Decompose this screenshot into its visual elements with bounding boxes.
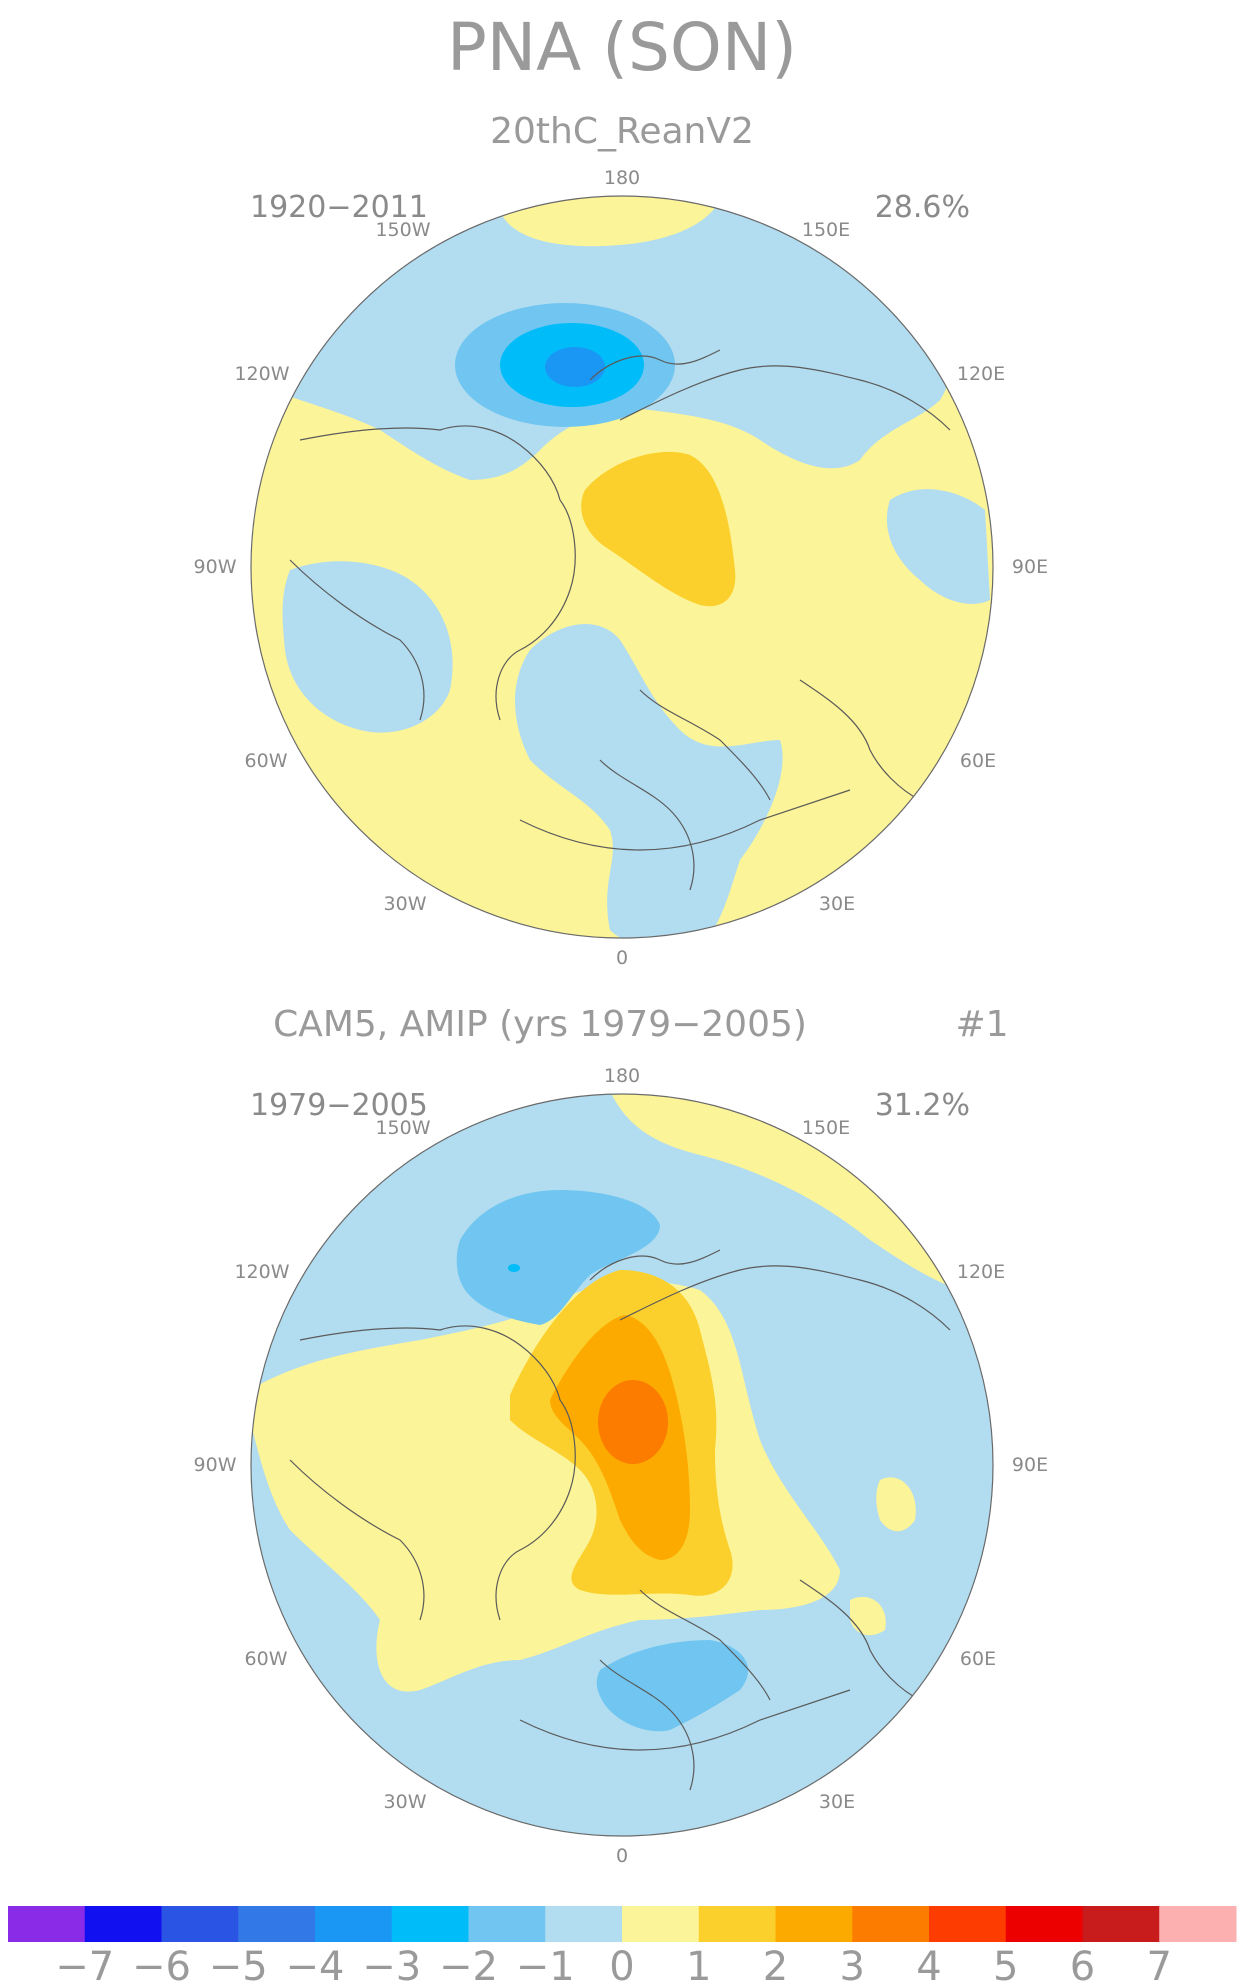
colorbar: −7 −6 −5 −4 −3 −2 −1 0 1 2 3 4 5 6 7: [8, 1906, 1237, 1988]
contour-neg3-pacific: [545, 347, 605, 387]
contour-neg0-america: [282, 561, 453, 733]
colorbar-tick-label: 2: [763, 1944, 788, 1988]
coastlines: [289, 349, 951, 891]
map-field: [251, 196, 993, 938]
panel-subtitle: CAM5, AMIP (yrs 1979−2005): [273, 1004, 807, 1045]
lon-label-90w: 90W: [194, 556, 237, 578]
colorbar-tick-label: −1: [516, 1944, 575, 1988]
coastlines: [289, 1249, 951, 1791]
lon-label-30w: 30W: [384, 893, 427, 915]
colorbar-tick-label: −3: [362, 1944, 421, 1988]
colorbar-swatch: [545, 1906, 623, 1942]
contour-pos0-asia-a: [876, 1477, 916, 1532]
lon-label-120w: 120W: [234, 1261, 289, 1283]
colorbar-swatch: [698, 1906, 776, 1942]
run-id: #1: [955, 1004, 1008, 1045]
colorbar-tick-label: −7: [55, 1944, 114, 1988]
lon-label-60e: 60E: [960, 1648, 996, 1670]
lon-label-150w: 150W: [375, 219, 430, 241]
figure-title: PNA (SON): [447, 9, 797, 86]
colorbar-swatch: [1082, 1906, 1160, 1942]
panel-model: CAM5, AMIP (yrs 1979−2005) #1 1979−2005 …: [194, 1004, 1049, 1867]
contour-neg2-pacific-point: [508, 1264, 520, 1272]
contour-pos0-asia-b: [850, 1596, 886, 1636]
colorbar-swatch: [238, 1906, 316, 1942]
lon-label-150w: 150W: [375, 1117, 430, 1139]
lon-label-120e: 120E: [957, 1261, 1005, 1283]
contour-neg0-eurasia: [886, 489, 990, 604]
colorbar-tick-label: 6: [1070, 1944, 1095, 1988]
lon-label-120w: 120W: [234, 363, 289, 385]
contour-pos3-arctic: [598, 1380, 668, 1464]
colorbar-tick-label: 5: [993, 1944, 1018, 1988]
lon-label-60e: 60E: [960, 750, 996, 772]
lon-label-90w: 90W: [194, 1454, 237, 1476]
colorbar-tick-label: 1: [686, 1944, 711, 1988]
colorbar-tick-label: −2: [439, 1944, 498, 1988]
lon-label-30e: 30E: [819, 1791, 855, 1813]
lon-label-30w: 30W: [384, 1791, 427, 1813]
lon-label-150e: 150E: [802, 219, 850, 241]
map-boundary: [250, 1093, 994, 1837]
colorbar-swatch: [929, 1906, 1007, 1942]
colorbar-swatch: [315, 1906, 393, 1942]
contour-neg1-europe: [596, 1640, 749, 1732]
colorbar-tick-label: 4: [916, 1944, 941, 1988]
contour-neg1-pacific: [456, 1190, 660, 1325]
colorbar-tick-label: 3: [840, 1944, 865, 1988]
map-boundary: [250, 195, 994, 939]
lon-label-180: 180: [604, 1065, 640, 1087]
lon-label-60w: 60W: [245, 1648, 288, 1670]
colorbar-tick-label: 0: [609, 1944, 634, 1988]
colorbar-swatch: [775, 1906, 853, 1942]
year-range: 1920−2011: [250, 190, 428, 225]
contour-neg0-atlantic: [515, 624, 783, 938]
map-field: [251, 1094, 993, 1836]
explained-variance: 31.2%: [875, 1088, 970, 1123]
colorbar-swatch: [391, 1906, 469, 1942]
colorbar-tick-label: 7: [1147, 1944, 1172, 1988]
lon-label-120e: 120E: [957, 363, 1005, 385]
colorbar-swatch: [468, 1906, 546, 1942]
lon-label-0: 0: [616, 947, 628, 969]
colorbar-tick-label: −4: [286, 1944, 345, 1988]
lon-label-0: 0: [616, 1845, 628, 1867]
lon-label-60w: 60W: [245, 750, 288, 772]
colorbar-tick-label: −5: [209, 1944, 268, 1988]
panel-subtitle: 20thC_ReanV2: [490, 111, 754, 152]
contour-pos1-arctic: [581, 451, 736, 607]
colorbar-swatch: [84, 1906, 162, 1942]
colorbar-swatch: [1159, 1906, 1237, 1942]
panel-reanalysis: 20thC_ReanV2 1920−2011 28.6%: [194, 111, 1049, 969]
colorbar-swatch: [8, 1906, 86, 1942]
lon-label-30e: 30E: [819, 893, 855, 915]
explained-variance: 28.6%: [875, 190, 970, 225]
year-range: 1979−2005: [250, 1088, 428, 1123]
lon-label-180: 180: [604, 167, 640, 189]
lon-label-90e: 90E: [1012, 1454, 1048, 1476]
colorbar-tick-label: −6: [132, 1944, 191, 1988]
lon-label-90e: 90E: [1012, 556, 1048, 578]
contour-pos0-pacific-cap: [612, 1094, 960, 1290]
colorbar-swatch: [852, 1906, 930, 1942]
colorbar-swatch: [1005, 1906, 1083, 1942]
colorbar-swatch: [622, 1906, 700, 1942]
colorbar-swatch: [161, 1906, 239, 1942]
lon-label-150e: 150E: [802, 1117, 850, 1139]
